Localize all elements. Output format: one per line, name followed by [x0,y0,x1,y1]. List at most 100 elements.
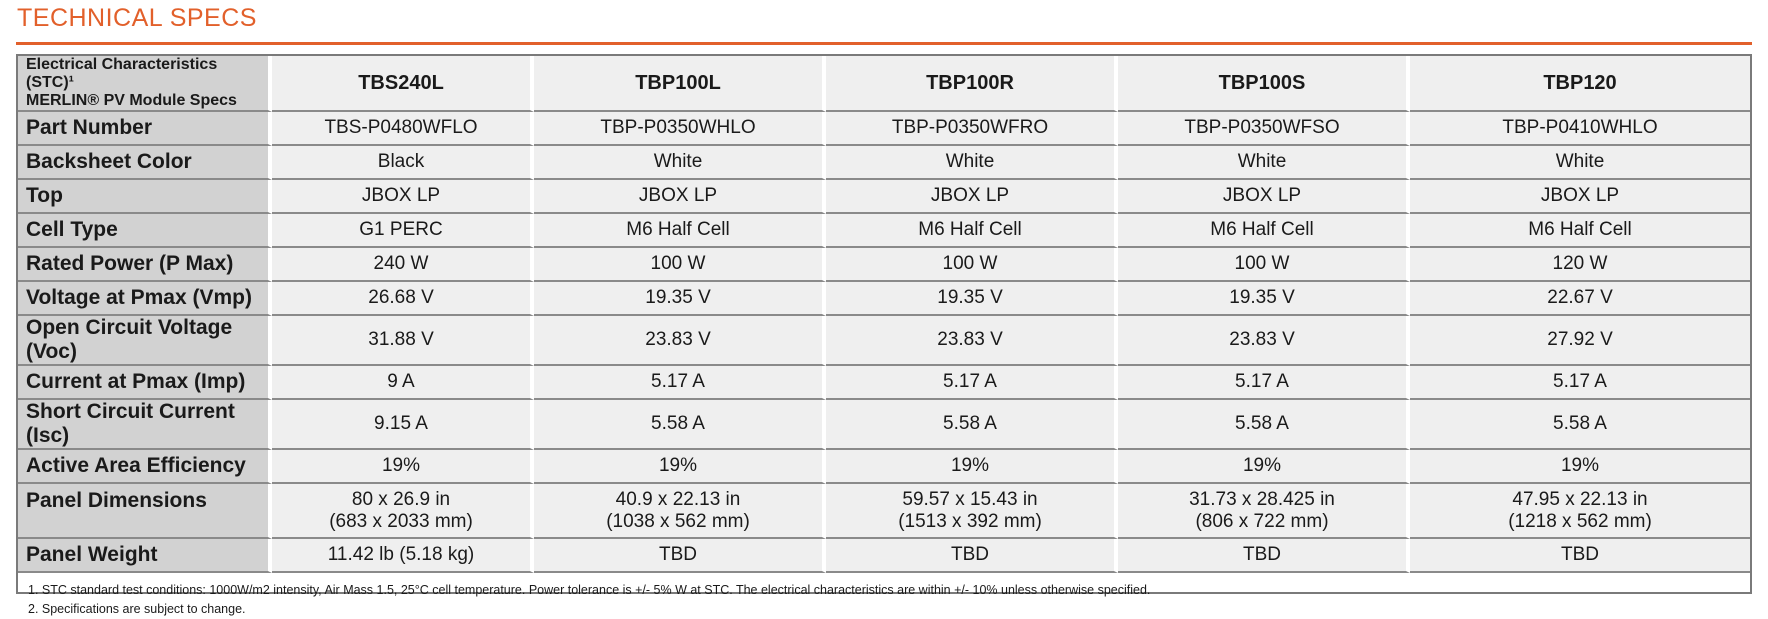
cell-line: (806 x 722 mm) [1195,510,1329,532]
table-cell: JBOX LP [534,180,826,214]
table-row: Part Number TBS-P0480WFLO TBP-P0350WHLO … [18,112,1750,146]
footnotes: 1. STC standard test conditions: 1000W/m… [18,573,1750,619]
column-header: TBP120 [1410,56,1750,112]
table-cell: G1 PERC [272,214,534,248]
table-cell: 5.58 A [534,400,826,450]
table-cell: TBD [826,539,1118,573]
table-cell: 23.83 V [826,316,1118,366]
spec-table: Electrical Characteristics (STC)¹ MERLIN… [18,56,1750,573]
table-cell: M6 Half Cell [826,214,1118,248]
table-cell: M6 Half Cell [1118,214,1410,248]
table-cell: TBD [1410,539,1750,573]
table-cell: M6 Half Cell [1410,214,1750,248]
table-cell: 19% [1118,450,1410,484]
row-label: Panel Dimensions [18,484,272,539]
table-row: Cell Type G1 PERC M6 Half Cell M6 Half C… [18,214,1750,248]
row-label: Part Number [18,112,272,146]
row-label: Current at Pmax (Imp) [18,366,272,400]
table-cell: 23.83 V [1118,316,1410,366]
row-label: Voltage at Pmax (Vmp) [18,282,272,316]
table-cell: JBOX LP [1410,180,1750,214]
table-cell: 19.35 V [826,282,1118,316]
table-cell: 5.17 A [534,366,826,400]
corner-label-line1: Electrical Characteristics (STC)¹ [26,56,218,91]
table-cell: 9 A [272,366,534,400]
spec-table-container: Electrical Characteristics (STC)¹ MERLIN… [16,54,1752,616]
corner-label-line2: MERLIN® PV Module Specs [26,92,237,109]
table-cell: 19.35 V [534,282,826,316]
cell-line: (1513 x 392 mm) [898,510,1042,532]
table-cell: 5.17 A [826,366,1118,400]
table-row: Voltage at Pmax (Vmp) 26.68 V 19.35 V 19… [18,282,1750,316]
table-cell: 240 W [272,248,534,282]
cell-line: (1218 x 562 mm) [1508,510,1652,532]
corner-label: Electrical Characteristics (STC)¹ MERLIN… [18,56,272,112]
column-header: TBP100S [1118,56,1410,112]
table-cell: TBS-P0480WFLO [272,112,534,146]
row-label: Open Circuit Voltage (Voc) [18,316,272,366]
table-cell: 5.58 A [826,400,1118,450]
table-row: Open Circuit Voltage (Voc) 31.88 V 23.83… [18,316,1750,366]
table-cell: 19% [1410,450,1750,484]
cell-line: 59.57 x 15.43 in [902,488,1038,510]
table-cell: 9.15 A [272,400,534,450]
table-cell: 23.83 V [534,316,826,366]
row-label: Panel Weight [18,539,272,573]
table-cell: 27.92 V [1410,316,1750,366]
table-row: Active Area Efficiency 19% 19% 19% 19% 1… [18,450,1750,484]
cell-line: 40.9 x 22.13 in [615,488,741,510]
column-header: TBP100L [534,56,826,112]
table-cell: White [1118,146,1410,180]
table-cell: TBD [534,539,826,573]
table-cell: TBP-P0350WFRO [826,112,1118,146]
table-cell: M6 Half Cell [534,214,826,248]
row-label: Short Circuit Current (Isc) [18,400,272,450]
table-row: Panel Dimensions 80 x 26.9 in (683 x 203… [18,484,1750,539]
table-cell: 19.35 V [1118,282,1410,316]
row-label: Active Area Efficiency [18,450,272,484]
table-cell: 5.58 A [1410,400,1750,450]
table-cell: 100 W [534,248,826,282]
table-cell: 31.73 x 28.425 in (806 x 722 mm) [1118,484,1410,539]
table-cell: 5.17 A [1118,366,1410,400]
table-cell: 120 W [1410,248,1750,282]
table-row: Rated Power (P Max) 240 W 100 W 100 W 10… [18,248,1750,282]
table-cell: 5.58 A [1118,400,1410,450]
table-cell: White [1410,146,1750,180]
table-cell: Black [272,146,534,180]
table-cell: JBOX LP [826,180,1118,214]
table-cell: 100 W [1118,248,1410,282]
table-cell: TBP-P0410WHLO [1410,112,1750,146]
table-row: Current at Pmax (Imp) 9 A 5.17 A 5.17 A … [18,366,1750,400]
table-cell: JBOX LP [272,180,534,214]
table-row: Panel Weight 11.42 lb (5.18 kg) TBD TBD … [18,539,1750,573]
table-cell: TBP-P0350WHLO [534,112,826,146]
table-row: Top JBOX LP JBOX LP JBOX LP JBOX LP JBOX… [18,180,1750,214]
cell-line: 31.73 x 28.425 in [1189,488,1335,510]
table-cell: TBP-P0350WFSO [1118,112,1410,146]
row-label: Cell Type [18,214,272,248]
header-row: Electrical Characteristics (STC)¹ MERLIN… [18,56,1750,112]
table-cell: 19% [534,450,826,484]
table-cell: 22.67 V [1410,282,1750,316]
table-cell: 59.57 x 15.43 in (1513 x 392 mm) [826,484,1118,539]
row-label: Rated Power (P Max) [18,248,272,282]
table-cell: JBOX LP [1118,180,1410,214]
cell-line: 80 x 26.9 in [351,488,451,510]
table-cell: TBD [1118,539,1410,573]
title-divider [16,42,1752,45]
table-cell: 40.9 x 22.13 in (1038 x 562 mm) [534,484,826,539]
column-header: TBP100R [826,56,1118,112]
table-cell: 47.95 x 22.13 in (1218 x 562 mm) [1410,484,1750,539]
table-cell: 11.42 lb (5.18 kg) [272,539,534,573]
table-cell: 26.68 V [272,282,534,316]
table-cell: 19% [272,450,534,484]
table-row: Backsheet Color Black White White White … [18,146,1750,180]
cell-line: (1038 x 562 mm) [606,510,750,532]
table-cell: 5.17 A [1410,366,1750,400]
page-title: TECHNICAL SPECS [17,4,257,32]
table-cell: 100 W [826,248,1118,282]
table-cell: 31.88 V [272,316,534,366]
table-cell: 19% [826,450,1118,484]
column-header: TBS240L [272,56,534,112]
